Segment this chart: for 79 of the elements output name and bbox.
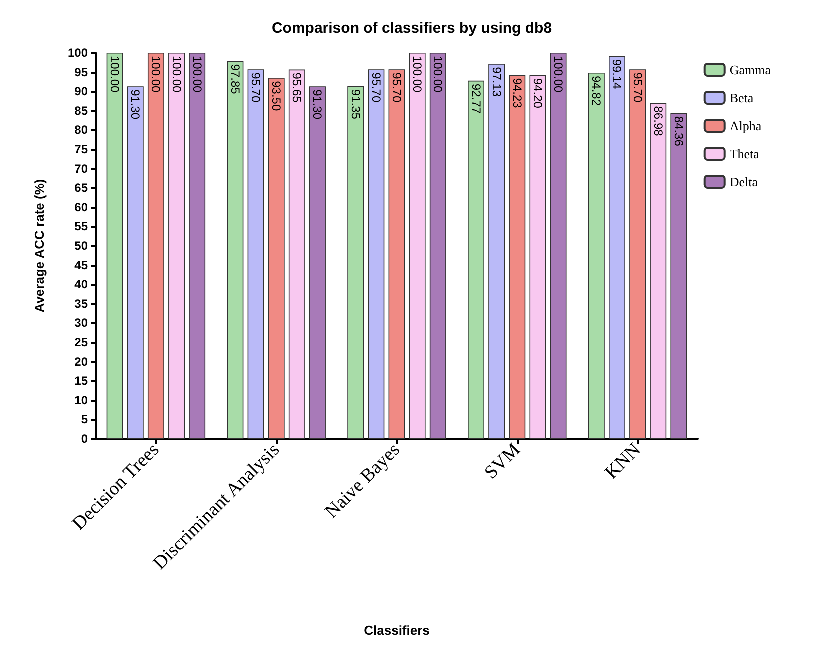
legend-label: Beta [730,90,754,106]
bar [268,78,285,439]
y-tick-label: 75 [74,142,88,156]
data-label: 84.36 [672,116,686,147]
bar [148,53,164,439]
data-label: 94.20 [530,78,545,109]
y-tick-label: 95 [74,65,88,80]
legend-label: Delta [730,174,758,190]
y-tick-label: 80 [74,123,88,138]
data-label: 99.14 [610,59,624,90]
y-tick-label: 60 [74,200,88,214]
y-tick-label: 50 [74,239,88,253]
y-tick-label: 10 [74,393,88,408]
data-label: 97.13 [490,67,504,98]
bar [248,70,264,439]
bar [630,70,646,439]
data-label: 91.30 [310,90,325,120]
y-axis-title: Average ACC rate (%) [32,179,47,313]
data-label: 100.00 [552,56,566,94]
data-label: 95.65 [290,72,304,104]
data-label: 100.00 [108,56,122,94]
legend-label: Alpha [730,118,762,134]
bar [650,103,667,439]
data-label: 95.70 [390,72,404,103]
data-label: 100.00 [149,56,164,94]
y-tick-label: 65 [74,181,88,196]
bar [310,86,326,439]
bar [588,72,605,439]
data-label: 95.70 [249,72,264,103]
data-label: 91.35 [348,89,363,120]
bar [348,86,364,439]
bar [127,86,144,439]
y-tick-label: 100 [68,46,88,60]
bar [368,70,385,439]
x-axis-title: Classifiers [364,623,430,638]
y-tick-label: 0 [81,432,88,446]
data-label: 91.30 [128,90,143,120]
bar [468,80,484,439]
y-tick-label: 15 [74,374,88,388]
bar [288,70,306,439]
y-tick-label: 90 [74,84,88,99]
data-label: 94.82 [590,76,604,106]
data-label: 100.00 [190,56,204,94]
y-tick-label: 85 [74,104,88,118]
bar [106,53,124,439]
bar [168,53,185,439]
data-label: 95.70 [630,72,645,103]
bar [227,61,244,439]
legend-label: Theta [730,146,760,162]
y-tick-label: 45 [74,258,88,272]
y-tick-label: 20 [74,354,88,369]
data-label: 100.00 [431,56,446,94]
bar [670,113,688,439]
data-label: 86.98 [651,106,666,137]
bar [550,53,567,439]
y-tick-label: 5 [81,412,88,427]
bar [388,70,406,439]
bar [189,53,206,439]
data-label: 94.23 [510,78,524,109]
y-tick-label: 30 [74,316,88,330]
y-tick-label: 25 [74,336,88,350]
data-label: 100.00 [170,56,184,94]
y-tick-label: 55 [74,220,88,234]
bar [530,75,546,439]
data-label: 97.85 [228,64,242,95]
y-tick-label: 70 [74,162,88,176]
data-label: 93.50 [270,81,284,112]
y-tick-label: 40 [74,278,88,292]
data-label: 100.00 [410,56,425,94]
data-label: 95.70 [369,72,384,103]
bar [488,64,506,439]
bar [509,75,526,439]
bar [409,53,426,439]
bar [609,56,626,439]
y-tick-label: 35 [74,296,88,311]
bar [430,53,446,439]
chart-title: Comparison of classifiers by using db8 [272,20,552,37]
data-label: 92.77 [469,84,484,114]
legend-label: Gamma [730,62,772,78]
